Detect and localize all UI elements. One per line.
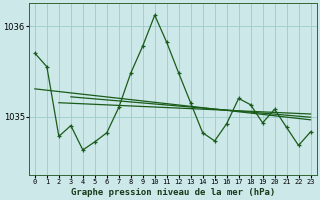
X-axis label: Graphe pression niveau de la mer (hPa): Graphe pression niveau de la mer (hPa) (71, 188, 275, 197)
